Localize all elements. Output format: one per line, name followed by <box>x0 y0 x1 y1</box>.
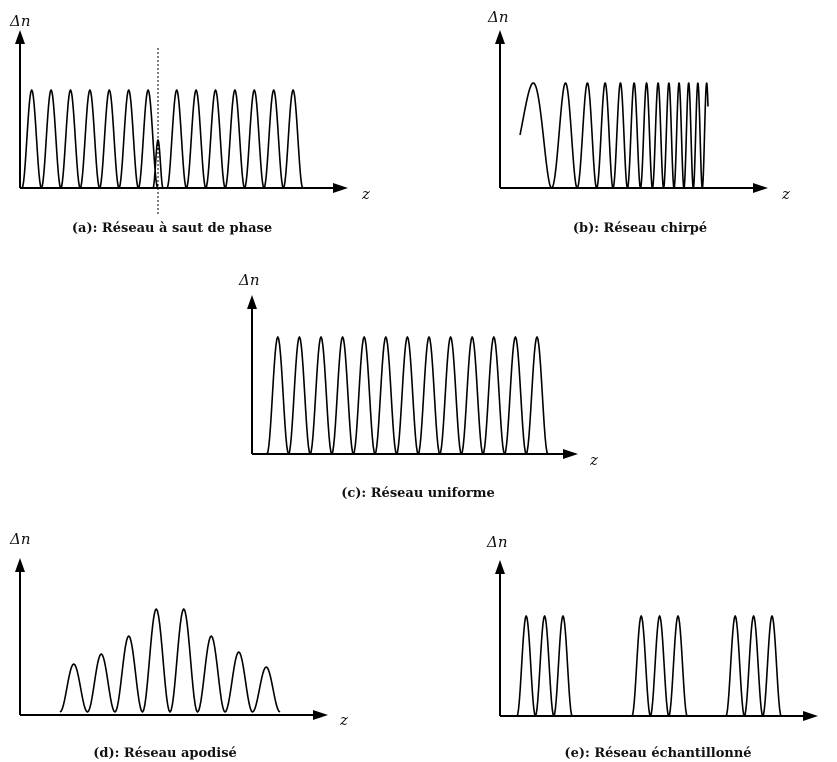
panel-d-y-label: Δn <box>9 530 31 548</box>
panel-d: Δn z (d): Réseau apodisé <box>9 530 348 761</box>
panel-d-x-label: z <box>339 711 348 729</box>
panel-d-x-arrow <box>313 710 328 720</box>
panel-b-y-label: Δn <box>487 8 509 26</box>
panel-e-x-arrow <box>803 711 818 721</box>
panel-c-x-label: z <box>589 451 598 469</box>
panel-e: Δn (e): Réseau échantillonné <box>486 533 818 761</box>
panel-b-x-label: z <box>781 185 790 203</box>
panel-a-y-label: Δn <box>9 12 31 30</box>
panel-b: Δn z (b): Réseau chirpé <box>487 8 790 236</box>
panel-b-caption: (b): Réseau chirpé <box>573 221 707 236</box>
panel-c-index-modulation-curve <box>266 336 549 455</box>
panel-b-index-modulation-curve <box>519 82 709 189</box>
panel-d-y-arrow <box>15 558 25 572</box>
panel-e-index-modulation-curve <box>516 615 782 717</box>
panel-e-caption: (e): Réseau échantillonné <box>564 746 751 761</box>
panel-c-y-label: Δn <box>238 271 260 289</box>
panel-e-y-label: Δn <box>486 533 508 551</box>
panel-a-y-arrow <box>15 30 25 44</box>
panel-d-index-modulation-curve <box>59 608 281 713</box>
panel-c-y-arrow <box>247 295 257 309</box>
panel-c-x-arrow <box>563 449 578 459</box>
panel-a-caption: (a): Réseau à saut de phase <box>72 221 272 236</box>
panel-a: Δn z (a): Réseau à saut de phase <box>9 12 370 236</box>
panel-e-y-arrow <box>495 560 505 574</box>
panel-c: Δn z (c): Réseau uniforme <box>238 271 598 501</box>
panel-b-y-arrow <box>495 30 505 44</box>
panel-d-caption: (d): Réseau apodisé <box>93 746 237 761</box>
panel-c-caption: (c): Réseau uniforme <box>341 486 495 501</box>
panel-a-x-arrow <box>333 183 348 193</box>
panel-b-x-arrow <box>753 183 768 193</box>
panel-a-index-modulation-curve <box>21 89 304 189</box>
panel-a-x-label: z <box>361 185 370 203</box>
